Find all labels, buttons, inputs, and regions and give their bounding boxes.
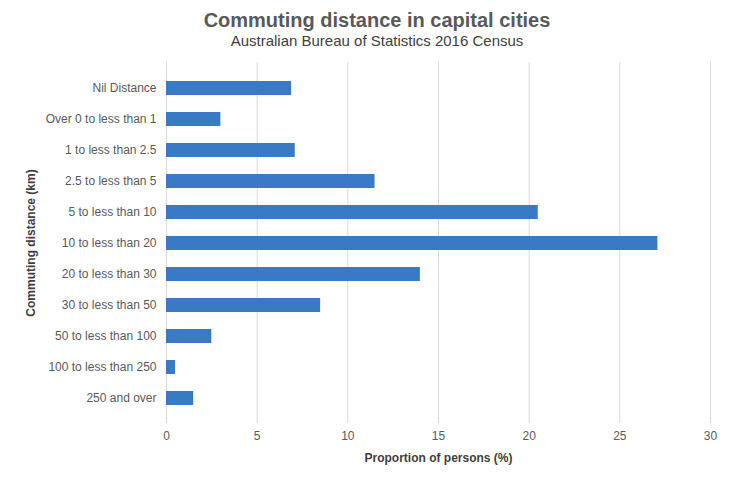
svg-text:Nil Distance: Nil Distance [92, 81, 156, 95]
svg-text:2.5 to less than 5: 2.5 to less than 5 [65, 174, 157, 188]
svg-text:30 to less than 50: 30 to less than 50 [62, 298, 157, 312]
svg-text:10 to less than 20: 10 to less than 20 [62, 236, 157, 250]
html-text:Australian Bureau of Statistic: Australian Bureau of Statistics 2016 Cen… [230, 32, 524, 49]
svg-text:Over 0 to less than 1: Over 0 to less than 1 [46, 112, 157, 126]
svg-text:20: 20 [522, 429, 536, 443]
svg-text:10: 10 [341, 429, 355, 443]
svg-text:15: 15 [432, 429, 446, 443]
svg-text:5: 5 [254, 429, 261, 443]
svg-text:30: 30 [704, 429, 718, 443]
svg-text:20 to less than 30: 20 to less than 30 [62, 267, 157, 281]
svg-text:100 to less than 250: 100 to less than 250 [48, 360, 156, 374]
svg-text:25: 25 [613, 429, 627, 443]
svg-text:Commuting distance (km): Commuting distance (km) [24, 169, 38, 316]
svg-text:1 to less than 2.5: 1 to less than 2.5 [65, 143, 157, 157]
svg-text:Proportion of persons (%): Proportion of persons (%) [365, 451, 513, 465]
svg-text:250 and over: 250 and over [86, 391, 156, 405]
html-text:Commuting distance in capital: Commuting distance in capital cities [203, 9, 551, 31]
svg-text:0: 0 [163, 429, 170, 443]
svg-text:5 to less than 10: 5 to less than 10 [68, 205, 156, 219]
svg-text:50 to less than 100: 50 to less than 100 [55, 329, 157, 343]
